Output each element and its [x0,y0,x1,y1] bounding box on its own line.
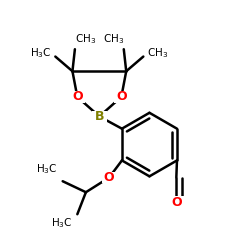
Text: B: B [94,110,104,123]
Text: O: O [116,90,127,104]
Text: $\mathdefault{H_3C}$: $\mathdefault{H_3C}$ [30,46,52,60]
Text: $\mathdefault{H_3C}$: $\mathdefault{H_3C}$ [51,217,72,230]
Text: $\mathdefault{CH_3}$: $\mathdefault{CH_3}$ [102,32,124,46]
Text: $\mathdefault{H_3C}$: $\mathdefault{H_3C}$ [36,162,58,176]
Text: O: O [72,90,83,104]
Text: O: O [171,196,182,208]
Bar [92,110,107,122]
Text: $\mathdefault{CH_3}$: $\mathdefault{CH_3}$ [75,32,96,46]
Text: O: O [104,171,115,184]
Bar [70,91,85,103]
Bar [169,196,184,208]
Bar [102,172,117,183]
Bar [114,91,129,103]
Text: $\mathdefault{CH_3}$: $\mathdefault{CH_3}$ [147,46,168,60]
